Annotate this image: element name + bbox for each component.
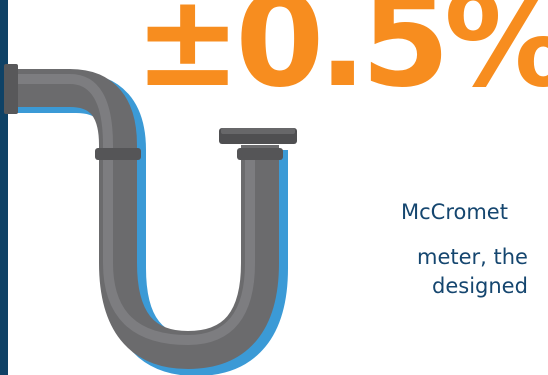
left-accent-bar bbox=[0, 0, 8, 375]
description-line-2: meter, the bbox=[417, 245, 528, 269]
headline-stat: ±0.5% bbox=[134, 0, 548, 116]
description-line-1: McCromet bbox=[401, 200, 508, 224]
description-line-3: designed bbox=[432, 274, 528, 298]
